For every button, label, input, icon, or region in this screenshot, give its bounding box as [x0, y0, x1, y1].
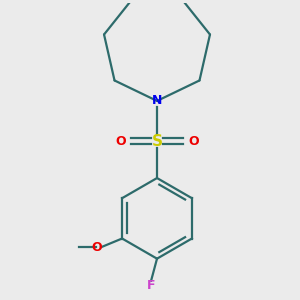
- Text: O: O: [92, 241, 102, 254]
- Text: S: S: [152, 134, 163, 149]
- Text: N: N: [152, 94, 162, 107]
- Text: F: F: [147, 279, 155, 292]
- Text: O: O: [188, 135, 199, 148]
- Text: O: O: [115, 135, 125, 148]
